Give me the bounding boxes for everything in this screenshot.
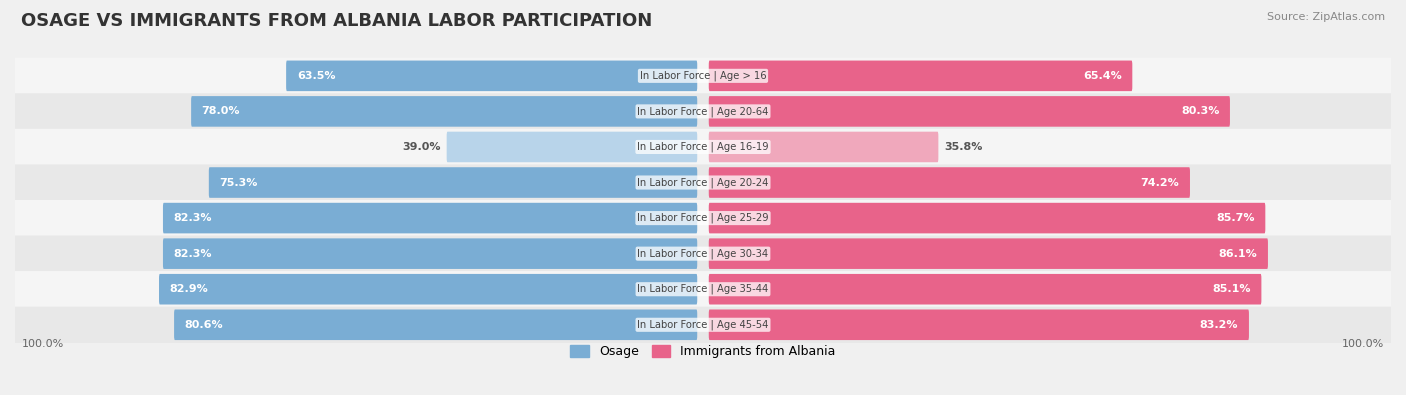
Text: 65.4%: 65.4% — [1083, 71, 1122, 81]
FancyBboxPatch shape — [447, 132, 697, 162]
FancyBboxPatch shape — [709, 274, 1261, 305]
Text: 82.3%: 82.3% — [173, 249, 212, 259]
Text: 100.0%: 100.0% — [21, 339, 63, 349]
FancyBboxPatch shape — [15, 271, 1391, 307]
Text: 80.6%: 80.6% — [184, 320, 224, 330]
Text: 86.1%: 86.1% — [1219, 249, 1257, 259]
FancyBboxPatch shape — [15, 129, 1391, 165]
FancyBboxPatch shape — [15, 164, 1391, 201]
Text: 63.5%: 63.5% — [297, 71, 335, 81]
Text: 85.7%: 85.7% — [1216, 213, 1254, 223]
FancyBboxPatch shape — [15, 307, 1391, 343]
FancyBboxPatch shape — [287, 60, 697, 91]
FancyBboxPatch shape — [163, 238, 697, 269]
Text: 82.3%: 82.3% — [173, 213, 212, 223]
Text: 100.0%: 100.0% — [1343, 339, 1385, 349]
FancyBboxPatch shape — [709, 132, 938, 162]
FancyBboxPatch shape — [159, 274, 697, 305]
Text: In Labor Force | Age 30-34: In Labor Force | Age 30-34 — [637, 248, 769, 259]
FancyBboxPatch shape — [174, 310, 697, 340]
Text: 35.8%: 35.8% — [943, 142, 983, 152]
FancyBboxPatch shape — [709, 96, 1230, 127]
Text: In Labor Force | Age 45-54: In Labor Force | Age 45-54 — [637, 320, 769, 330]
Legend: Osage, Immigrants from Albania: Osage, Immigrants from Albania — [565, 340, 841, 363]
Text: OSAGE VS IMMIGRANTS FROM ALBANIA LABOR PARTICIPATION: OSAGE VS IMMIGRANTS FROM ALBANIA LABOR P… — [21, 12, 652, 30]
Text: 74.2%: 74.2% — [1140, 177, 1180, 188]
Text: 83.2%: 83.2% — [1199, 320, 1239, 330]
FancyBboxPatch shape — [15, 200, 1391, 236]
FancyBboxPatch shape — [709, 167, 1189, 198]
FancyBboxPatch shape — [15, 58, 1391, 94]
Text: 85.1%: 85.1% — [1212, 284, 1251, 294]
Text: In Labor Force | Age 16-19: In Labor Force | Age 16-19 — [637, 142, 769, 152]
FancyBboxPatch shape — [15, 235, 1391, 272]
Text: In Labor Force | Age 20-64: In Labor Force | Age 20-64 — [637, 106, 769, 117]
Text: 80.3%: 80.3% — [1181, 106, 1219, 117]
FancyBboxPatch shape — [191, 96, 697, 127]
Text: Source: ZipAtlas.com: Source: ZipAtlas.com — [1267, 12, 1385, 22]
FancyBboxPatch shape — [709, 310, 1249, 340]
Text: 75.3%: 75.3% — [219, 177, 257, 188]
Text: In Labor Force | Age 20-24: In Labor Force | Age 20-24 — [637, 177, 769, 188]
Text: In Labor Force | Age > 16: In Labor Force | Age > 16 — [640, 71, 766, 81]
Text: 39.0%: 39.0% — [402, 142, 441, 152]
FancyBboxPatch shape — [163, 203, 697, 233]
Text: 78.0%: 78.0% — [201, 106, 240, 117]
FancyBboxPatch shape — [709, 238, 1268, 269]
FancyBboxPatch shape — [209, 167, 697, 198]
Text: In Labor Force | Age 25-29: In Labor Force | Age 25-29 — [637, 213, 769, 223]
FancyBboxPatch shape — [709, 203, 1265, 233]
Text: In Labor Force | Age 35-44: In Labor Force | Age 35-44 — [637, 284, 769, 294]
FancyBboxPatch shape — [15, 93, 1391, 130]
Text: 82.9%: 82.9% — [170, 284, 208, 294]
FancyBboxPatch shape — [709, 60, 1132, 91]
